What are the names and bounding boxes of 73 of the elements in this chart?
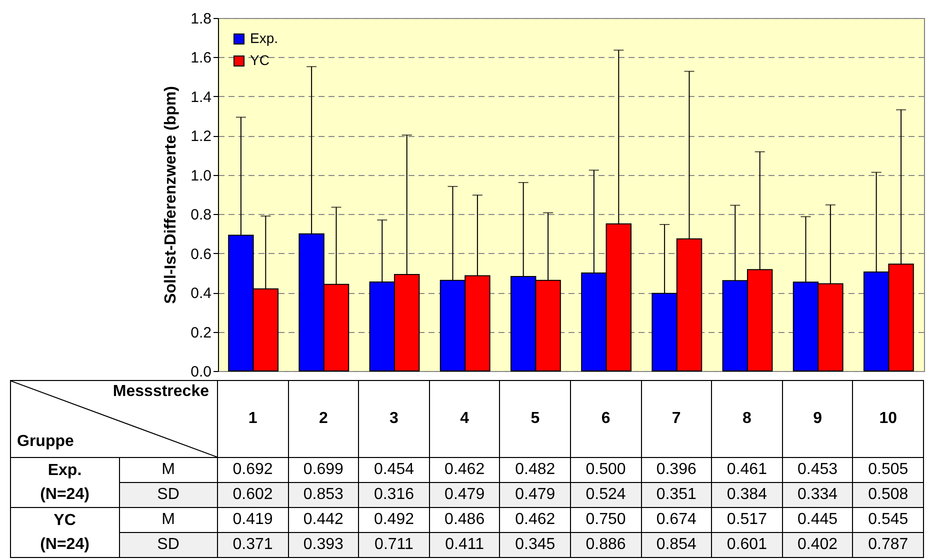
data-label: 0.500: [570, 458, 642, 482]
text: 0.479: [500, 482, 570, 508]
text: YC: [54, 512, 76, 528]
x-tick-label: 10: [852, 380, 924, 458]
text: M: [119, 508, 218, 532]
data-label: 0.492: [358, 508, 430, 532]
data-label: 0.482: [500, 458, 570, 482]
text: SD: [119, 482, 218, 508]
data-label: 0.454: [358, 458, 430, 482]
text: (N=24): [40, 536, 90, 552]
text: 0.524: [570, 482, 642, 508]
text: 0.711: [358, 532, 430, 558]
data-label: 0.462: [429, 458, 500, 482]
text: 0.351: [641, 482, 712, 508]
text: 0.479: [429, 482, 500, 508]
data-label: 0.419: [218, 508, 288, 532]
text: 0.393: [288, 532, 359, 558]
text: (N=24): [40, 486, 90, 502]
x-tick-label: 9: [782, 380, 853, 458]
y-tick-label: 0.8: [190, 206, 212, 224]
data-label: 0.699: [288, 458, 359, 482]
text: 0.384: [712, 482, 782, 508]
x-axis-title: Messstrecke: [112, 383, 209, 401]
text: M: [119, 458, 218, 482]
legend-label: YC: [250, 52, 270, 68]
x-tick-label: 6: [570, 380, 642, 458]
text: 0.371: [218, 532, 288, 558]
y-axis-title: Soll-Ist-Differenzwerte (bpm): [162, 86, 180, 304]
y-tick-label: 1.0: [190, 167, 212, 184]
text: 0.316: [358, 482, 430, 508]
data-label: 0.442: [288, 508, 359, 532]
data-label: 0.486: [429, 508, 500, 532]
legend-label: Exp.: [250, 30, 278, 46]
text: 0.601: [712, 532, 782, 558]
y-tick-label: 0.6: [190, 246, 212, 263]
data-label: 0.674: [641, 508, 712, 532]
x-tick-label: 1: [218, 380, 288, 458]
data-label: 0.445: [782, 508, 853, 532]
text: 0.854: [641, 532, 712, 558]
x-tick-label: 5: [500, 380, 570, 458]
x-tick-label: 2: [288, 380, 359, 458]
data-label: 0.750: [570, 508, 642, 532]
data-label: 0.453: [782, 458, 853, 482]
text: 0.402: [782, 532, 853, 558]
text: 0.602: [218, 482, 288, 508]
y-tick-label: 1.8: [190, 10, 212, 28]
data-label: 0.396: [641, 458, 712, 482]
data-label: 0.505: [852, 458, 924, 482]
text: Exp.: [48, 462, 82, 478]
text: SD: [119, 532, 218, 558]
text: 0.787: [852, 532, 924, 558]
text: 0.853: [288, 482, 359, 508]
text: 0.508: [852, 482, 924, 508]
data-label: 0.462: [500, 508, 570, 532]
data-label: 0.517: [712, 508, 782, 532]
y-tick-label: 0.4: [190, 285, 212, 302]
data-label: 0.461: [712, 458, 782, 482]
data-label: 0.545: [852, 508, 924, 532]
text: 0.886: [570, 532, 642, 558]
y-tick-label: 0.0: [190, 364, 212, 380]
text: 0.345: [500, 532, 570, 558]
data-label: 0.692: [218, 458, 288, 482]
y-tick-label: 1.4: [190, 88, 212, 106]
y-tick-label: 0.2: [190, 324, 212, 342]
y-tick-label: 1.2: [190, 128, 212, 146]
x-tick-label: 4: [429, 380, 500, 458]
x-tick-label: 8: [712, 380, 782, 458]
text: Gruppe: [17, 433, 74, 451]
x-tick-label: 7: [641, 380, 712, 458]
y-tick-label: 1.6: [190, 50, 212, 67]
text: 0.334: [782, 482, 853, 508]
text: 0.411: [429, 532, 500, 558]
x-tick-label: 3: [358, 380, 430, 458]
